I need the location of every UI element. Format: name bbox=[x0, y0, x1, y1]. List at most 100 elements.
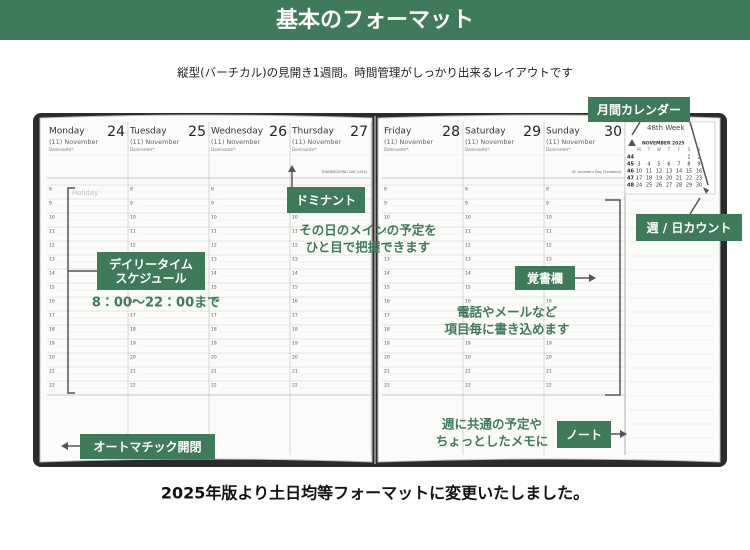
hour-label: 19 bbox=[384, 341, 390, 347]
hour-label: 9 bbox=[546, 201, 549, 207]
hour-label: 13 bbox=[49, 257, 55, 263]
callout-box bbox=[636, 214, 742, 241]
bracket bbox=[67, 187, 75, 394]
day-name: Sunday bbox=[546, 127, 580, 137]
callout-label: ドミナント bbox=[296, 194, 356, 208]
hour-label: 22 bbox=[465, 383, 471, 389]
hour-label: 9 bbox=[384, 201, 387, 207]
hour-label: 9 bbox=[49, 201, 52, 207]
hour-label: 19 bbox=[49, 341, 55, 347]
calendar-day: 1 bbox=[687, 155, 690, 161]
dominante: Dominante*: bbox=[130, 147, 155, 152]
day-date: 28 bbox=[442, 124, 460, 140]
hour-label: 8 bbox=[130, 187, 133, 193]
callout-note: ひと目で把握できます bbox=[306, 240, 431, 255]
hour-label: 19 bbox=[465, 341, 471, 347]
callout-label: 週 / 日カウント bbox=[647, 220, 732, 235]
callout-box bbox=[515, 266, 575, 290]
subtitle: 縦型(バーチカル)の見開き1週間。時間管理がしっかり出来るレイアウトです bbox=[177, 66, 573, 80]
day-month: (11) November bbox=[49, 138, 99, 146]
hour-label: 10 bbox=[130, 215, 136, 221]
day-date: 25 bbox=[188, 124, 206, 140]
day-name: Wednesday bbox=[211, 127, 264, 137]
hour-label: 18 bbox=[465, 327, 471, 333]
hour-label: 17 bbox=[130, 313, 136, 319]
calendar-week-number: 44 bbox=[627, 155, 634, 161]
calendar-day: 14 bbox=[676, 169, 682, 175]
callout-box bbox=[287, 187, 365, 213]
hour-label: 12 bbox=[465, 243, 471, 249]
hour-label: 18 bbox=[546, 327, 552, 333]
day-date: 26 bbox=[269, 124, 287, 140]
hour-label: 13 bbox=[546, 257, 552, 263]
day-note: THANKSGIVING DAY (USA) bbox=[320, 170, 368, 174]
hour-label: 18 bbox=[130, 327, 136, 333]
calendar-day: 24 bbox=[636, 183, 642, 189]
day-month: (11) November bbox=[546, 138, 596, 146]
day-date: 24 bbox=[107, 124, 125, 140]
calendar-weekday: S bbox=[698, 147, 701, 152]
hour-label: 20 bbox=[546, 355, 552, 361]
hour-label: 10 bbox=[384, 215, 390, 221]
hour-label: 11 bbox=[384, 229, 390, 235]
hour-label: 9 bbox=[211, 201, 214, 207]
hour-label: 15 bbox=[49, 285, 55, 291]
calendar-day: 8 bbox=[687, 162, 690, 168]
hour-label: 16 bbox=[465, 299, 471, 305]
day-month: (11) November bbox=[211, 138, 261, 146]
hour-label: 16 bbox=[292, 299, 298, 305]
week-label: 48th Week bbox=[647, 124, 685, 132]
calendar-day: 12 bbox=[656, 169, 662, 175]
calendar-day: 6 bbox=[667, 162, 670, 168]
arrow-head bbox=[288, 165, 296, 172]
left-page bbox=[39, 114, 373, 463]
calendar-day: 11 bbox=[646, 169, 652, 175]
hour-label: 20 bbox=[130, 355, 136, 361]
hour-label: 13 bbox=[211, 257, 217, 263]
hour-label: 12 bbox=[130, 243, 136, 249]
hour-label: 21 bbox=[211, 369, 217, 375]
hour-label: 22 bbox=[292, 383, 298, 389]
hour-label: 22 bbox=[211, 383, 217, 389]
callout-note: ちょっとしたメモに bbox=[436, 434, 549, 449]
calendar-day: 3 bbox=[637, 162, 640, 168]
calendar-day: 15 bbox=[686, 169, 692, 175]
hour-label: 22 bbox=[384, 383, 390, 389]
hour-label: 16 bbox=[211, 299, 217, 305]
hour-label: 21 bbox=[384, 369, 390, 375]
calendar-day: 30 bbox=[696, 183, 702, 189]
calendar-weekday: T bbox=[647, 147, 651, 152]
hour-label: 15 bbox=[465, 285, 471, 291]
hour-label: 18 bbox=[292, 327, 298, 333]
hour-label: 20 bbox=[384, 355, 390, 361]
calendar-day: 25 bbox=[646, 183, 652, 189]
callout-label: ノート bbox=[566, 428, 602, 442]
calendar-day: 18 bbox=[646, 176, 652, 182]
callout-note: 8：00〜22：00まで bbox=[92, 296, 220, 311]
day-name: Saturday bbox=[465, 127, 506, 137]
hour-label: 20 bbox=[465, 355, 471, 361]
day-date: 29 bbox=[523, 124, 541, 140]
hour-label: 14 bbox=[292, 271, 298, 277]
hour-label: 16 bbox=[546, 299, 552, 305]
hour-label: 17 bbox=[292, 313, 298, 319]
hour-label: 14 bbox=[211, 271, 217, 277]
day-month: (11) November bbox=[292, 138, 342, 146]
dominante: Dominante*: bbox=[384, 147, 409, 152]
dominante: Dominante*: bbox=[465, 147, 490, 152]
hour-label: 22 bbox=[49, 383, 55, 389]
hour-label: 9 bbox=[130, 201, 133, 207]
day-note: Holiday bbox=[72, 189, 98, 197]
hour-label: 18 bbox=[211, 327, 217, 333]
hour-label: 14 bbox=[49, 271, 55, 277]
callout-label: 覚書欄 bbox=[527, 271, 563, 286]
hour-label: 15 bbox=[211, 285, 217, 291]
bracket bbox=[605, 199, 621, 396]
day-name: Monday bbox=[49, 127, 85, 137]
calendar-weekday: W bbox=[657, 147, 661, 152]
hour-label: 10 bbox=[292, 215, 298, 221]
dominante: Dominante*: bbox=[292, 147, 317, 152]
calendar-day: 16 bbox=[696, 169, 702, 175]
hour-label: 10 bbox=[211, 215, 217, 221]
hour-label: 13 bbox=[465, 257, 471, 263]
